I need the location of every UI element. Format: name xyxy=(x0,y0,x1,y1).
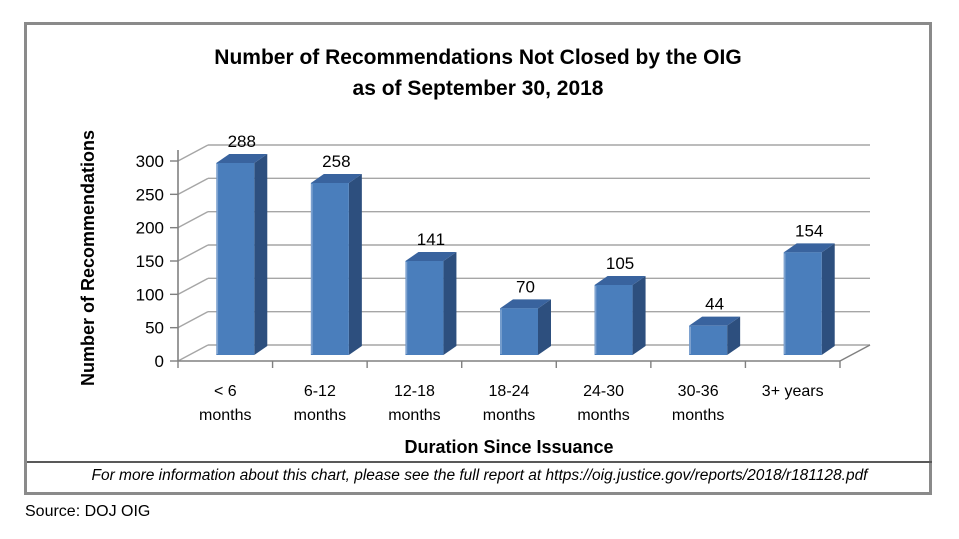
bar-top-face xyxy=(216,154,268,163)
bar-value-label: 141 xyxy=(417,230,445,249)
chart-title-line2: as of September 30, 2018 xyxy=(352,77,604,100)
bar xyxy=(689,325,728,355)
gridline-diagonal xyxy=(177,211,209,229)
y-tick-label: 200 xyxy=(136,219,164,238)
y-tick-label: 100 xyxy=(136,285,164,304)
x-axis-title: Duration Since Issuance xyxy=(404,437,614,457)
x-category-label: months xyxy=(294,407,346,424)
floor-right-edge xyxy=(839,344,871,362)
bar-side-face xyxy=(538,299,551,355)
bar-top-face xyxy=(594,276,646,285)
bar-top-face xyxy=(783,243,835,253)
bar-side-face xyxy=(821,243,835,355)
chart-title: Number of Recommendations Not Closed by … xyxy=(24,42,932,104)
bar xyxy=(783,252,822,355)
bar-top-face xyxy=(310,174,362,183)
x-category-label: months xyxy=(199,407,251,424)
x-category-label: 18-24 xyxy=(489,383,530,400)
bar xyxy=(310,183,349,355)
bar xyxy=(594,285,633,355)
bar-side-face xyxy=(632,276,646,355)
bar xyxy=(405,261,444,355)
x-category-label: 30-36 xyxy=(678,383,719,400)
bar-side-face xyxy=(254,154,268,355)
gridline-diagonal xyxy=(177,277,209,295)
x-category-label: 24-30 xyxy=(583,383,624,400)
x-category-label: months xyxy=(388,407,440,424)
bar-value-label: 44 xyxy=(705,295,724,314)
bar xyxy=(500,308,538,355)
x-category-label: months xyxy=(483,407,535,424)
bar-side-face xyxy=(727,316,741,355)
bar-value-label: 154 xyxy=(795,221,823,240)
x-category-label: < 6 xyxy=(214,383,237,400)
gridline-diagonal xyxy=(177,344,209,362)
bar-top-face xyxy=(405,252,457,261)
gridline-diagonal xyxy=(177,311,209,329)
chart-frame xyxy=(24,22,932,495)
y-tick-label: 300 xyxy=(136,152,164,171)
x-category-label: months xyxy=(672,407,724,424)
x-category-label: 12-18 xyxy=(394,383,435,400)
source-note: Source: DOJ OIG xyxy=(25,503,151,520)
bar-value-label: 288 xyxy=(228,132,256,151)
gridline-diagonal xyxy=(177,144,209,162)
bar xyxy=(216,163,255,355)
x-category-label: 6-12 xyxy=(304,383,336,400)
footer-separator-line xyxy=(27,461,932,463)
gridline-diagonal xyxy=(177,177,209,195)
bar-value-label: 105 xyxy=(606,254,634,273)
y-tick-label: 50 xyxy=(145,319,164,338)
bar-value-label: 70 xyxy=(516,277,535,296)
bar-top-face xyxy=(500,299,551,309)
bar-value-label: 258 xyxy=(322,152,350,171)
y-tick-label: 150 xyxy=(136,252,164,271)
y-tick-label: 250 xyxy=(136,185,164,204)
bar-top-face xyxy=(689,316,741,326)
gridline-diagonal xyxy=(177,244,209,262)
x-category-label: months xyxy=(577,407,629,424)
bar-side-face xyxy=(443,252,457,355)
footer-note: For more information about this chart, p… xyxy=(91,467,868,484)
bar-side-face xyxy=(348,174,362,355)
x-category-label: 3+ years xyxy=(762,383,824,400)
chart-title-line1: Number of Recommendations Not Closed by … xyxy=(214,46,742,69)
y-tick-label: 0 xyxy=(155,352,164,371)
